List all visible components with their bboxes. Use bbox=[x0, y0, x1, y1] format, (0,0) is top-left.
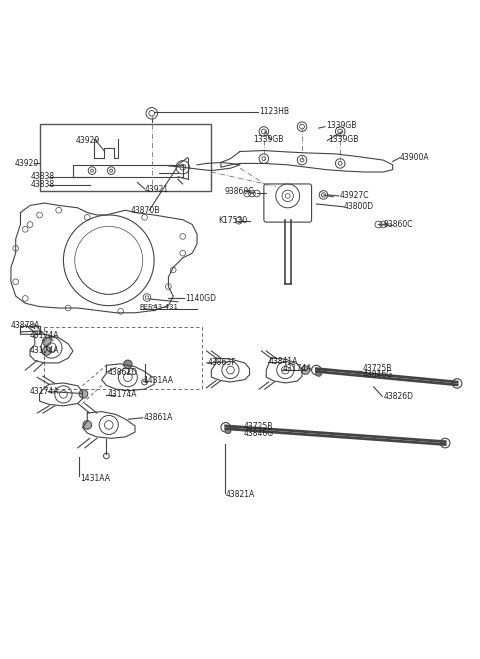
Text: 43821A: 43821A bbox=[226, 490, 255, 499]
Text: 43878A: 43878A bbox=[11, 321, 40, 330]
Text: 43921: 43921 bbox=[144, 185, 168, 194]
Circle shape bbox=[79, 389, 88, 398]
Text: 43174A: 43174A bbox=[30, 347, 60, 355]
Text: 43920: 43920 bbox=[15, 159, 39, 168]
Text: 43862D: 43862D bbox=[108, 368, 137, 377]
Text: 43841A: 43841A bbox=[269, 357, 298, 366]
Circle shape bbox=[123, 360, 132, 368]
Text: 43725B: 43725B bbox=[244, 422, 273, 431]
Text: 43174A: 43174A bbox=[30, 387, 60, 396]
Text: 43929: 43929 bbox=[75, 136, 100, 144]
Circle shape bbox=[42, 337, 51, 346]
Text: 1431AA: 1431AA bbox=[144, 376, 174, 385]
Text: 43861A: 43861A bbox=[144, 413, 173, 422]
Text: 43800D: 43800D bbox=[344, 202, 374, 212]
Text: 1339GB: 1339GB bbox=[253, 135, 283, 144]
Text: 43863F: 43863F bbox=[207, 358, 236, 368]
Text: REF.43-431: REF.43-431 bbox=[140, 304, 179, 310]
Text: 93860C: 93860C bbox=[383, 220, 413, 229]
Text: 1140GD: 1140GD bbox=[185, 294, 216, 303]
Circle shape bbox=[225, 428, 231, 434]
Text: 43846G: 43846G bbox=[244, 429, 274, 438]
Text: 43838: 43838 bbox=[31, 172, 55, 181]
Text: 43927C: 43927C bbox=[339, 191, 369, 200]
Circle shape bbox=[42, 347, 51, 355]
Text: 1339GB: 1339GB bbox=[326, 121, 356, 130]
Text: 93860C: 93860C bbox=[225, 186, 254, 196]
Text: 1123HB: 1123HB bbox=[259, 107, 289, 116]
Text: 43725B: 43725B bbox=[363, 364, 393, 373]
Circle shape bbox=[83, 420, 92, 429]
Text: 43900A: 43900A bbox=[400, 153, 430, 162]
Circle shape bbox=[316, 370, 322, 376]
Text: K17530: K17530 bbox=[218, 216, 248, 225]
Text: 43174A: 43174A bbox=[283, 364, 312, 373]
Text: 43826D: 43826D bbox=[383, 392, 413, 401]
Text: 1339GB: 1339GB bbox=[328, 135, 359, 144]
Bar bbox=[39, 125, 211, 191]
Text: 1431AA: 1431AA bbox=[80, 474, 110, 483]
Text: 43174A: 43174A bbox=[108, 390, 137, 399]
Text: 43870B: 43870B bbox=[130, 206, 160, 215]
Text: 43846G: 43846G bbox=[363, 370, 393, 380]
Circle shape bbox=[301, 366, 310, 374]
FancyBboxPatch shape bbox=[264, 184, 312, 222]
Text: 43838: 43838 bbox=[31, 181, 55, 189]
Text: 43174A: 43174A bbox=[30, 331, 60, 340]
